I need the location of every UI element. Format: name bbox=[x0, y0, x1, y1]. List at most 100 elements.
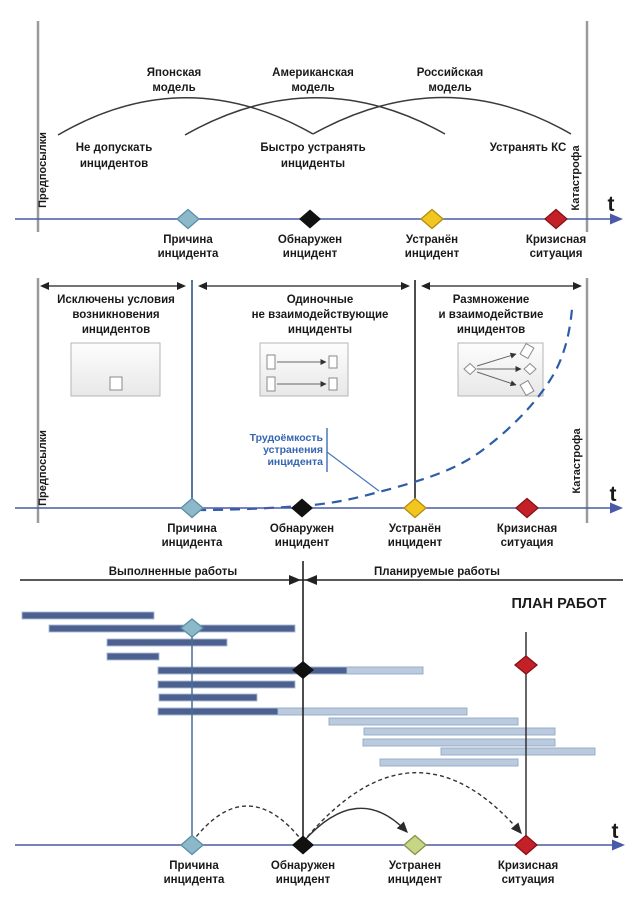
p1-premises-label: Предпосылки bbox=[37, 132, 49, 208]
p3-gantt-detected-diamond-icon bbox=[292, 661, 314, 679]
p2-effort-label-line3: инцидента bbox=[267, 456, 323, 468]
panel3-work-plan-gantt: Выполненные работы Планируемые работы ПЛ… bbox=[15, 561, 625, 886]
p2-span3-left-arrow-icon bbox=[421, 282, 430, 290]
p2-span2-right-arrow-icon bbox=[401, 282, 410, 290]
p2-phase3-incident-multiplication-icon bbox=[463, 342, 537, 397]
p1-cause-label-line2: инцидента bbox=[158, 248, 219, 260]
p1-cause-label-line1: Причина bbox=[163, 234, 213, 246]
p1-arc-american-model bbox=[184, 97, 446, 136]
p3-crisis-diamond-icon bbox=[514, 834, 538, 856]
p2-span-arrowheads bbox=[40, 282, 582, 290]
p1-cause-diamond-icon bbox=[176, 208, 200, 230]
p2-phase3-arrow-bottom-icon bbox=[476, 371, 517, 387]
p3-resolved-label-line1: Устранен bbox=[389, 860, 441, 872]
p2-premises-label: Предпосылки bbox=[37, 430, 49, 506]
p2-phase3-source-diamond-icon bbox=[463, 362, 477, 376]
p1-strategy2-line2: инциденты bbox=[281, 158, 345, 170]
p3-detected-label-line1: Обнаружен bbox=[271, 860, 335, 872]
p3-planned-works-label: Планируемые работы bbox=[374, 566, 500, 578]
p1-model2-name-line2: модель bbox=[291, 82, 334, 94]
p1-crisis-label-line2: ситуация bbox=[530, 248, 583, 260]
gantt-bar bbox=[106, 652, 160, 661]
p2-effort-curve bbox=[195, 308, 574, 512]
p2-phase2-dst2-icon bbox=[328, 377, 338, 391]
p2-span1-left-arrow-icon bbox=[40, 282, 49, 290]
p2-phase3-line1: Размножение bbox=[453, 294, 530, 306]
p1-model1-name-line1: Японская bbox=[147, 67, 201, 79]
p2-time-axis-arrow-icon bbox=[610, 502, 623, 514]
gantt-bar bbox=[362, 738, 556, 747]
p2-phase3-line3: инцидентов bbox=[457, 324, 525, 336]
p1-time-axis-arrow-icon bbox=[610, 213, 623, 225]
gantt-bar bbox=[379, 758, 519, 767]
p3-header-right-arrow-icon bbox=[289, 575, 301, 585]
p2-resolved-diamond-icon bbox=[403, 497, 427, 519]
p1-model1-name-line2: модель bbox=[152, 82, 195, 94]
p2-phase1-line2: возникновения bbox=[72, 309, 159, 321]
p2-cause-diamond-icon bbox=[180, 497, 204, 519]
p2-time-axis-label: t bbox=[610, 483, 617, 506]
p2-detected-diamond-icon bbox=[291, 498, 313, 518]
p3-arc-detected-to-resolved bbox=[302, 807, 408, 843]
gantt-bars-group bbox=[21, 611, 596, 767]
p1-model3-name-line1: Российская bbox=[417, 67, 483, 79]
p1-strategy3-line1: Устранять КС bbox=[490, 142, 567, 154]
p1-detected-label-line1: Обнаружен bbox=[278, 234, 342, 246]
p1-strategy1-line1: Не допускать bbox=[76, 142, 153, 154]
p2-detected-label-line2: инцидент bbox=[275, 537, 330, 549]
p2-phase1-line1: Исключены условия bbox=[57, 294, 175, 306]
gantt-bar bbox=[157, 707, 279, 716]
gantt-bar bbox=[328, 717, 519, 726]
p2-effort-label-line2: устранения bbox=[263, 444, 323, 456]
p1-detected-label-line2: инцидент bbox=[283, 248, 338, 260]
p3-resolved-diamond-icon bbox=[403, 834, 427, 856]
p2-resolved-label-line1: Устранён bbox=[389, 523, 441, 535]
gantt-bar bbox=[21, 611, 155, 620]
p2-phase2-src1-icon bbox=[266, 354, 276, 370]
p2-resolved-label-line2: инцидент bbox=[388, 537, 443, 549]
gantt-bar bbox=[106, 638, 228, 647]
panel1-models-timeline: Японская модель Американская модель Росс… bbox=[15, 21, 623, 260]
p3-arc-detected-to-crisis bbox=[302, 772, 522, 843]
p2-phase2-line3: инциденты bbox=[288, 324, 352, 336]
p2-cause-label-line2: инцидента bbox=[162, 537, 223, 549]
p2-phase3-arrow-top-icon bbox=[476, 352, 517, 367]
gantt-bar bbox=[363, 727, 556, 736]
p3-cause-label-line2: инцидента bbox=[164, 874, 225, 886]
p3-detected-diamond-icon bbox=[292, 835, 314, 855]
p2-detected-label-line1: Обнаружен bbox=[270, 523, 334, 535]
p3-gantt-crisis-diamond-icon bbox=[513, 655, 539, 675]
p2-phase2-line2: не взаимодействующие bbox=[252, 309, 389, 321]
p3-arc-cause-to-detected bbox=[191, 805, 304, 843]
p2-phase2-incident-flow-icon bbox=[266, 354, 338, 392]
p2-crisis-diamond-icon bbox=[515, 497, 539, 519]
p2-span2-left-arrow-icon bbox=[198, 282, 207, 290]
p3-cause-diamond-icon bbox=[180, 834, 204, 856]
p1-model2-name-line1: Американская bbox=[272, 67, 354, 79]
p1-strategy2-line1: Быстро устранять bbox=[260, 142, 365, 154]
p1-arc-japanese-model bbox=[57, 97, 314, 136]
p3-completed-works-label: Выполненные работы bbox=[109, 566, 238, 578]
p1-resolved-label-line1: Устранён bbox=[406, 234, 458, 246]
p2-catastrophe-label: Катастрофа bbox=[571, 428, 583, 494]
p2-phase3-target-bottom-icon bbox=[519, 379, 535, 397]
panel2-incident-phases: Исключены условия возникновения инцидент… bbox=[15, 278, 623, 549]
p3-crisis-label-line1: Кризисная bbox=[498, 860, 558, 872]
p1-detected-diamond-icon bbox=[299, 209, 321, 229]
p1-crisis-label-line1: Кризисная bbox=[526, 234, 586, 246]
p2-phase3-target-top-icon bbox=[519, 342, 535, 360]
p3-cause-label-line1: Причина bbox=[169, 860, 219, 872]
p2-phase1-single-incident-icon bbox=[109, 376, 123, 391]
p3-time-axis-label: t bbox=[612, 820, 619, 843]
p1-crisis-diamond-icon bbox=[544, 208, 568, 230]
p2-phase3-line2: и взаимодействие bbox=[439, 309, 544, 321]
p2-phase2-dst1-icon bbox=[328, 355, 338, 369]
p2-effort-pointer-line bbox=[326, 451, 380, 492]
p2-span3-right-arrow-icon bbox=[573, 282, 582, 290]
p3-gantt-cause-diamond-icon bbox=[179, 618, 205, 638]
p2-effort-label-line1: Трудоёмкость bbox=[250, 432, 324, 444]
p2-crisis-label-line1: Кризисная bbox=[497, 523, 557, 535]
p3-detected-label-line2: инцидент bbox=[276, 874, 331, 886]
